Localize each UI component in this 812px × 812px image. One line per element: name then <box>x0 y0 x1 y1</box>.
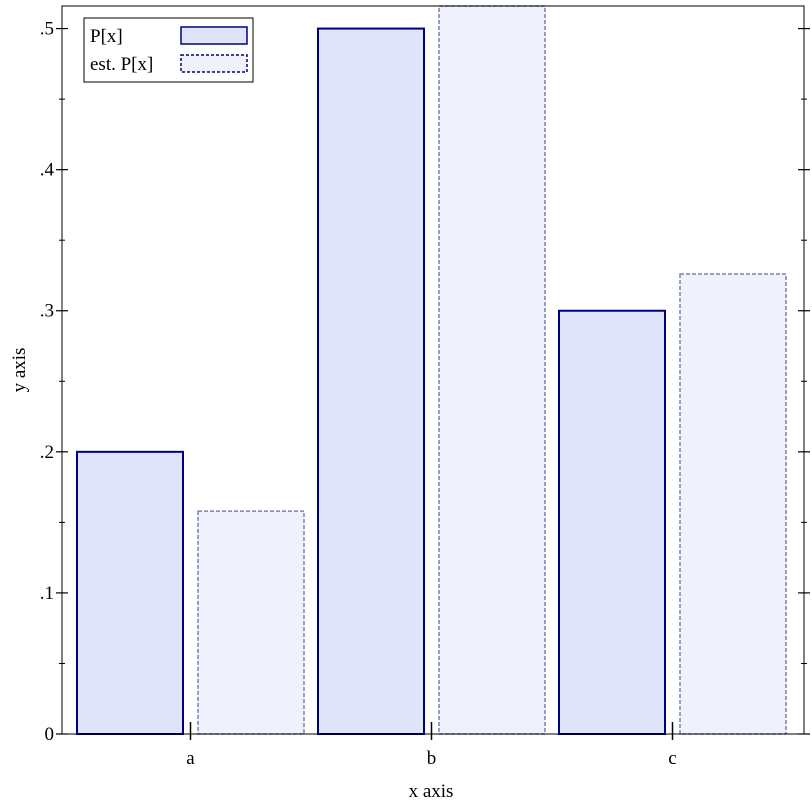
bar-p-a <box>76 450 184 735</box>
x-axis: a b c <box>186 722 677 769</box>
x-tick-label: a <box>186 748 195 769</box>
y-tick-label: .3 <box>40 301 54 322</box>
legend-swatch <box>180 54 248 73</box>
bar-p-c <box>558 309 666 735</box>
bar-est-b <box>438 5 546 735</box>
legend: P[x] est. P[x] <box>83 17 254 83</box>
x-tick-label: c <box>668 748 676 769</box>
y-tick-label: 0 <box>45 724 55 745</box>
y-tick-label: .4 <box>40 160 55 181</box>
bar-est-c <box>679 273 787 735</box>
y-tick-label: .5 <box>40 19 54 40</box>
x-tick-label: b <box>427 748 437 769</box>
y-tick-label: .1 <box>40 583 54 604</box>
bar-p-b <box>317 27 425 735</box>
bar-est-a <box>197 510 305 735</box>
y-axis-title: y axis <box>9 348 30 393</box>
y-axis: 0 .1 .2 .3 .4 .5 <box>40 19 810 745</box>
legend-label: P[x] <box>90 26 123 47</box>
bars-layer <box>76 5 787 735</box>
plot-frame <box>61 5 805 735</box>
y-tick-label: .2 <box>40 442 54 463</box>
legend-label: est. P[x] <box>90 54 153 75</box>
x-axis-title: x axis <box>409 781 454 802</box>
legend-swatch <box>180 26 248 45</box>
